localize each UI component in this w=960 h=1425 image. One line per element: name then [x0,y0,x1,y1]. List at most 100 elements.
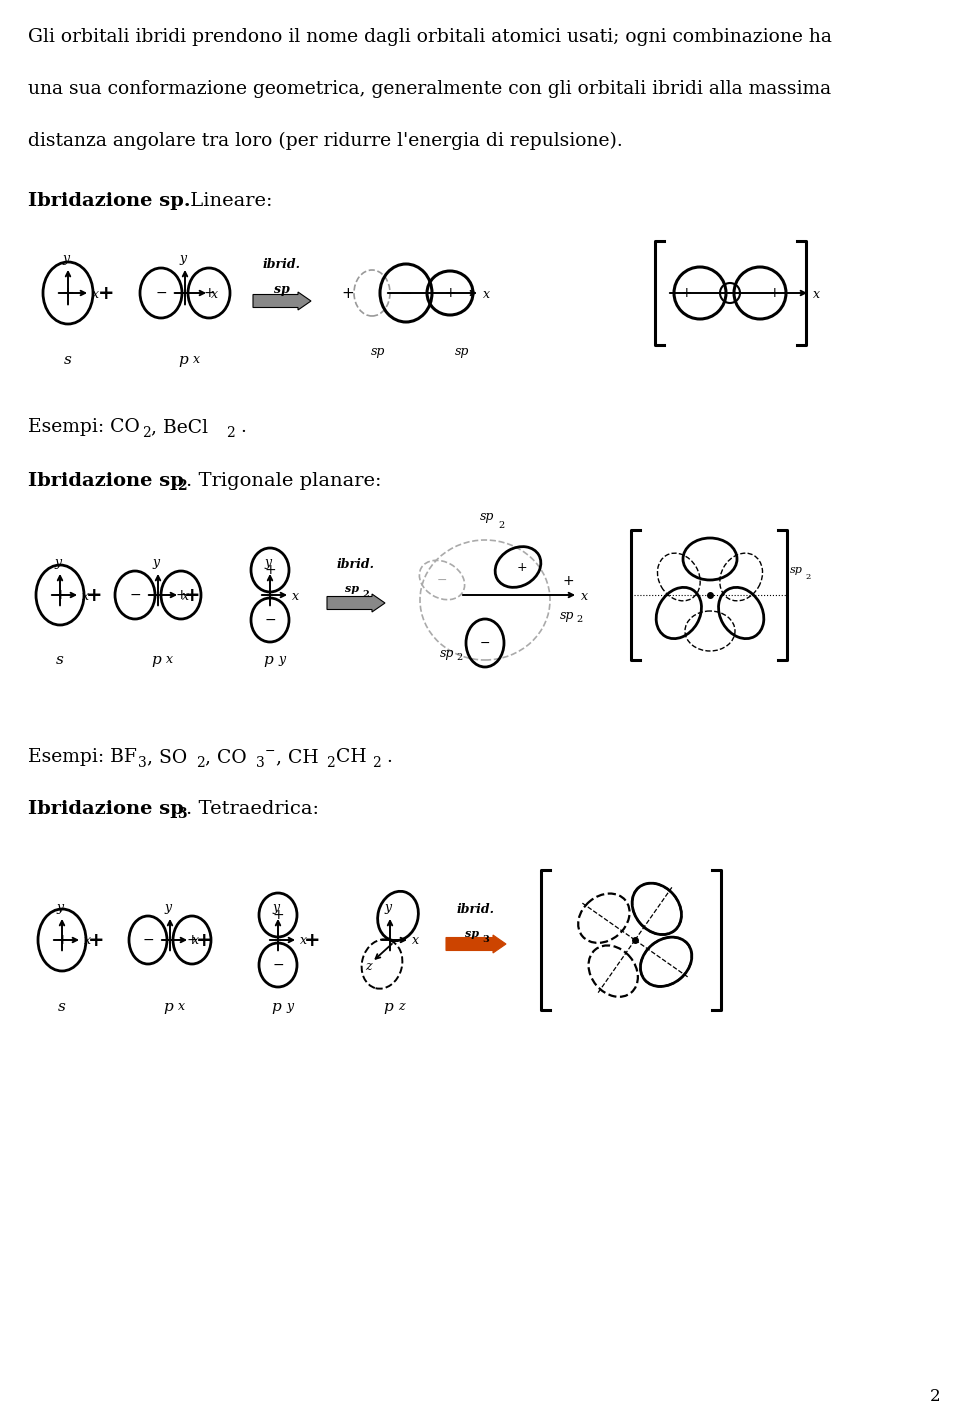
Text: +: + [175,589,187,601]
Text: x: x [581,590,588,603]
Text: 3: 3 [177,807,186,821]
Text: sp: sp [560,608,574,621]
Text: +: + [303,931,321,949]
Text: s: s [64,353,72,368]
Text: −: − [273,958,284,972]
Text: +: + [98,284,114,302]
Text: x: x [211,288,218,301]
Text: +: + [196,931,212,949]
Text: , BeCl: , BeCl [151,418,208,436]
Text: +: + [85,586,103,604]
Text: sp: sp [371,345,385,358]
Text: 3: 3 [138,757,147,770]
Text: −: − [142,933,154,948]
Text: p: p [263,653,273,667]
Text: .: . [235,418,247,436]
Text: y: y [278,653,285,665]
FancyArrow shape [327,594,385,611]
Text: x: x [292,590,299,603]
Text: z: z [398,1000,404,1013]
Text: +: + [264,563,276,577]
Text: s: s [58,1000,66,1015]
Text: Esempi: CO: Esempi: CO [28,418,140,436]
Text: +: + [563,574,574,589]
Text: x: x [166,653,173,665]
Text: −: − [156,286,167,301]
Text: 3: 3 [256,757,265,770]
Text: . Tetraedrica:: . Tetraedrica: [186,799,319,818]
Text: x: x [182,590,189,603]
Text: 2: 2 [196,757,204,770]
Text: 2: 2 [805,573,810,581]
Text: y: y [153,556,159,569]
Text: ibrid.: ibrid. [457,903,495,916]
Text: , CO: , CO [205,748,247,767]
Text: 2: 2 [177,479,186,493]
Text: y: y [264,556,272,569]
Text: sp: sp [455,345,469,358]
Text: x: x [192,935,199,948]
Text: +: + [54,589,66,601]
Text: −: − [399,285,413,301]
Text: 2: 2 [372,757,381,770]
Text: −: − [264,613,276,627]
Text: ibrid.: ibrid. [263,258,301,271]
Text: Lineare:: Lineare: [184,192,273,209]
Text: p: p [383,1000,393,1015]
Text: +: + [204,286,215,301]
Text: ibrid.: ibrid. [337,559,375,571]
Text: x: x [82,590,89,603]
Text: −: − [437,573,447,587]
Text: +: + [61,285,74,301]
Text: +: + [516,560,527,573]
Text: x: x [300,935,307,948]
Text: Esempi: BF: Esempi: BF [28,748,137,767]
Text: una sua conformazione geometrica, generalmente con gli orbitali ibridi alla mass: una sua conformazione geometrica, genera… [28,80,831,98]
Text: +: + [273,908,284,922]
Text: y: y [180,252,186,265]
Text: x: x [412,935,419,948]
Text: 2: 2 [929,1388,940,1405]
Text: x: x [178,1000,185,1013]
Text: p: p [179,353,188,368]
Text: x: x [92,288,99,301]
Text: +: + [57,933,68,948]
Text: Ibridazione sp.: Ibridazione sp. [28,192,191,209]
Text: sp: sp [790,564,803,576]
Text: x: x [813,288,820,301]
Text: 2: 2 [226,426,235,440]
Text: 2: 2 [142,426,151,440]
Text: 3: 3 [482,935,489,943]
Text: −: − [726,288,734,298]
Text: .: . [381,748,393,767]
Text: p: p [163,1000,173,1015]
Text: Gli orbitali ibridi prendono il nome dagli orbitali atomici usati; ogni combinaz: Gli orbitali ibridi prendono il nome dag… [28,28,832,46]
Text: s: s [56,653,64,667]
Text: sp: sp [465,928,479,939]
Text: z: z [365,959,372,972]
Text: , SO: , SO [147,748,187,767]
Text: distanza angolare tra loro (per ridurre l'energia di repulsione).: distanza angolare tra loro (per ridurre … [28,133,623,150]
Text: y: y [273,901,279,913]
Text: y: y [384,901,392,913]
Text: +: + [342,285,354,301]
Text: x: x [483,288,490,301]
Text: y: y [55,556,61,569]
Text: −: − [480,637,491,650]
FancyArrow shape [446,935,506,953]
Text: y: y [286,1000,293,1013]
Text: y: y [62,252,69,265]
Text: sp: sp [345,583,359,594]
Text: 2: 2 [362,590,369,598]
Text: Ibridazione sp: Ibridazione sp [28,799,183,818]
Text: −: − [265,745,276,758]
Text: p: p [271,1000,281,1015]
Text: +: + [681,286,692,301]
Text: 2: 2 [498,522,504,530]
Text: Ibridazione sp: Ibridazione sp [28,472,183,490]
Text: +: + [87,931,105,949]
Text: x: x [193,353,200,366]
Text: sp: sp [275,284,290,296]
Text: CH: CH [336,748,367,767]
Text: 2: 2 [456,653,463,663]
